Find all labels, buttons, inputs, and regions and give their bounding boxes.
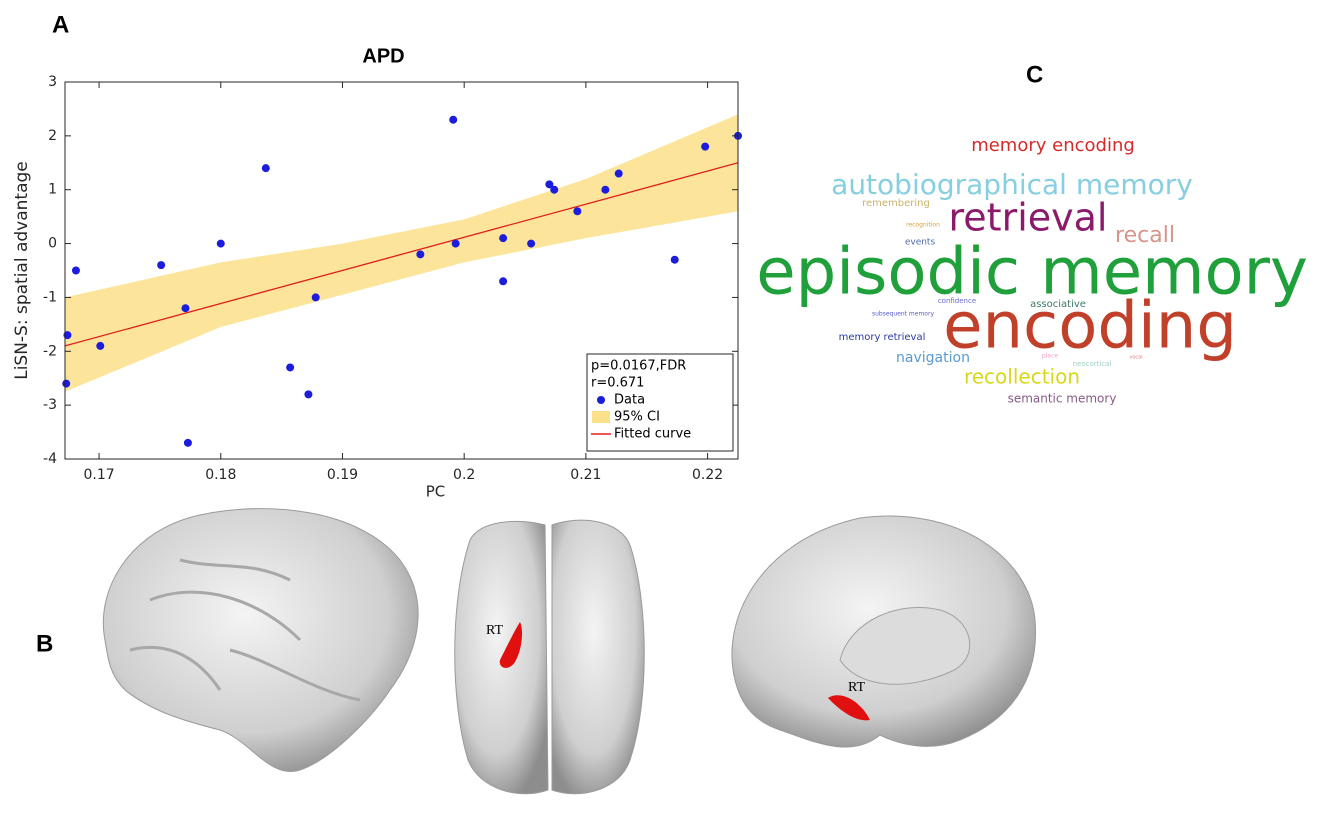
legend-swatch [592,411,610,423]
y-tick-label: 1 [48,182,57,198]
data-point [62,379,71,388]
word: associative [1030,299,1086,310]
x-tick-label: 0.2 [453,467,475,483]
word: recall [1115,223,1175,248]
region-label: RT [848,680,865,695]
word: navigation [896,350,970,366]
annotation: p=0.0167,FDR [591,359,686,374]
word: episodic memory [756,236,1308,310]
word: vocal [1129,355,1142,361]
data-point [286,363,295,372]
legend: p=0.0167,FDR r=0.671 Data 95% CI Fitted curv… [586,353,734,452]
data-point [527,239,536,248]
x-tick-label: 0.22 [692,467,723,483]
annotation: r=0.671 [591,376,644,391]
data-point [416,250,425,259]
data-point [499,234,508,243]
fitted-line [64,162,739,347]
plot-frame [64,81,739,460]
legend-swatch [597,396,605,404]
data-point [545,180,554,189]
data-point [451,239,460,248]
legend-box [586,353,734,452]
data-point [573,207,582,216]
brain-lateral [102,508,419,773]
data-point [181,304,190,313]
chart-title: APD [362,45,404,67]
x-tick-label: 0.19 [327,467,358,483]
data-point [670,255,679,264]
data-point [601,185,610,194]
confidence-band [65,114,738,392]
data-point [614,169,623,178]
word: remembering [862,198,930,209]
word: events [905,238,936,248]
y-tick-label: -3 [43,397,57,413]
legend-label: 95% CI [614,410,660,425]
region-label: RT [486,623,503,638]
word: retrieval [949,196,1108,240]
panel-label: A [52,11,69,38]
legend-label: Data [614,393,645,408]
data-point [311,293,320,302]
x-tick-label: 0.17 [83,467,114,483]
data-point [550,185,559,194]
y-tick-label: -2 [43,343,57,359]
data-point [449,115,458,124]
word: recollection [964,365,1080,389]
brain-ventral: RT [454,519,645,795]
y-tick-label: 0 [48,236,57,252]
y-tick-label: 3 [48,74,57,90]
x-tick-label: 0.21 [570,467,601,483]
x-tick-label: 0.18 [205,467,236,483]
word: subsequent memory [872,311,934,318]
data-point [499,277,508,286]
word: memory encoding [971,135,1135,156]
data-point [261,164,270,173]
x-axis-label: PC [426,483,446,501]
panel-label: C [1026,61,1043,88]
data-point [96,341,105,350]
data-point [157,261,166,270]
data-point [216,239,225,248]
y-tick-label: -4 [43,451,57,467]
word: confidence [938,297,976,305]
word: neocortical [1073,360,1112,368]
word: autobiographical memory [831,168,1193,201]
data-point [183,438,192,447]
word: place [1042,353,1058,360]
y-tick-label: 2 [48,128,57,144]
word: encoding [943,290,1237,364]
y-axis-label: LiSN-S: spatial advantage [12,161,32,380]
word: recognition [906,222,940,229]
y-tick-label: -1 [43,289,57,305]
word: semantic memory [1008,392,1117,406]
data-point [71,266,80,275]
brain-medial: RT [731,515,1037,748]
legend-label: Fitted curve [614,427,691,442]
data-point [701,142,710,151]
panel-label: B [36,630,53,657]
word: memory retrieval [839,332,926,343]
data-point [304,390,313,399]
